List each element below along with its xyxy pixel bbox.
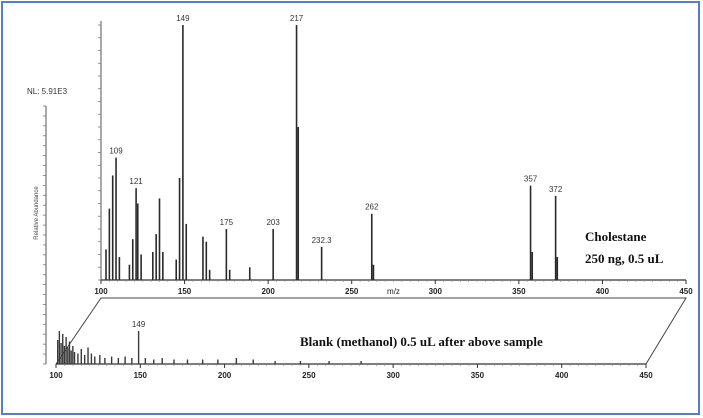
cholestane-x-tick-label: 150 <box>178 287 192 296</box>
cholestane-nl-label: NL: 5.91E3 <box>27 87 68 96</box>
cholestane-x-tick-label: 250 <box>345 287 359 296</box>
blank-x-tick-label: 400 <box>555 371 569 380</box>
cholestane-peak-label: 109 <box>109 147 123 156</box>
blank-peak-label: 149 <box>132 320 146 329</box>
cholestane-peak-label: 149 <box>176 14 190 23</box>
blank-x-tick-label: 350 <box>471 371 485 380</box>
mass-spectrum-chart: 100 150 200 250 300 350 400 450 m/z 109 121 149 175 2… <box>27 14 693 380</box>
blank-x-tick-label: 300 <box>386 371 400 380</box>
cholestane-y-label: Relative Abundance <box>34 186 40 240</box>
cholestane-xunit-label: m/z <box>387 287 400 296</box>
cholestane-peak-label: 357 <box>524 175 538 184</box>
cholestane-peak-label: 232.3 <box>312 236 333 245</box>
cholestane-peak-label: 121 <box>129 177 143 186</box>
cholestane-spectrum-panel: 100 150 200 250 300 350 400 450 m/z 109 121 149 175 2… <box>27 14 693 365</box>
blank-x-tick-label: 250 <box>302 371 316 380</box>
blank-x-tick-label: 450 <box>639 371 653 380</box>
cholestane-peak-label: 262 <box>365 203 379 212</box>
cholestane-x-tick-label: 350 <box>512 287 526 296</box>
cholestane-peak-label: 217 <box>290 14 304 23</box>
cholestane-x-tick-label: 400 <box>596 287 610 296</box>
blank-caption: Blank (methanol) 0.5 uL after above samp… <box>300 334 543 349</box>
blank-spectrum-panel: 100 150 200 250 300 350 400 450 149 Blank (methan… <box>49 320 653 380</box>
cholestane-caption-line1: Cholestane <box>585 229 647 244</box>
cholestane-caption-line2: 250 ng, 0.5 uL <box>585 251 664 266</box>
cholestane-x-tick-label: 300 <box>429 287 443 296</box>
blank-x-tick-label: 150 <box>134 371 148 380</box>
panel-link-frame <box>55 297 687 365</box>
cholestane-x-tick-label: 450 <box>679 287 693 296</box>
cholestane-peak-label: 372 <box>549 185 563 194</box>
blank-x-tick-label: 100 <box>49 371 63 380</box>
cholestane-peak-label: 175 <box>220 218 234 227</box>
cholestane-x-tick-label: 200 <box>261 287 275 296</box>
blank-x-tick-label: 200 <box>218 371 232 380</box>
cholestane-peak-label: 203 <box>266 218 280 227</box>
cholestane-x-tick-label: 100 <box>94 287 108 296</box>
